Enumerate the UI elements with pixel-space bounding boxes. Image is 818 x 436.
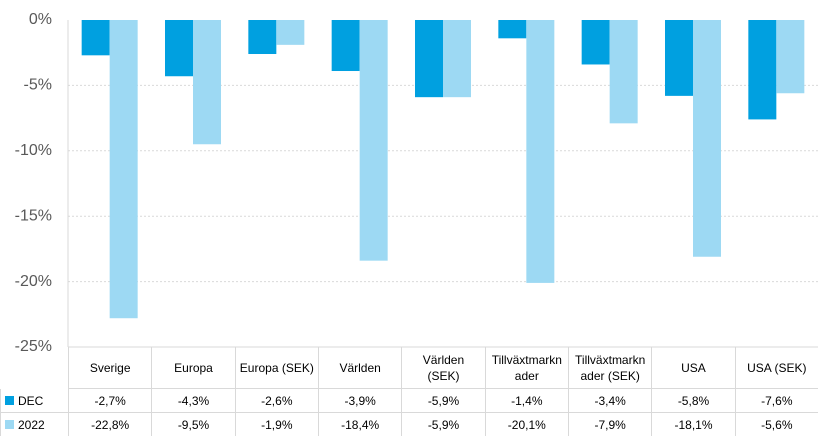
category-label: USA (SEK): [734, 347, 818, 389]
bar: [609, 20, 638, 124]
bar: [526, 20, 555, 283]
y-tick-label: -10%: [15, 142, 52, 159]
data-label: -7,6%: [734, 389, 818, 413]
data-label: -22,8%: [68, 413, 151, 436]
data-label: -4,3%: [151, 389, 235, 413]
category-label: Världen (SEK): [401, 347, 485, 389]
legend-entry: DEC: [0, 389, 68, 413]
legend-label: DEC: [18, 393, 44, 408]
category-label: Tillväxtmarknader: [484, 347, 568, 389]
data-label: -18,4%: [318, 413, 401, 436]
data-label: -3,9%: [318, 389, 402, 413]
data-label: -5,9%: [401, 413, 484, 436]
legend-label: 2022: [18, 417, 45, 432]
data-label: -18,1%: [651, 413, 734, 436]
y-tick-label: -5%: [24, 77, 52, 94]
data-label: -1,4%: [484, 389, 568, 413]
data-label: -9,5%: [151, 413, 234, 436]
bar: [443, 20, 471, 98]
bar: [498, 20, 527, 39]
bar: [276, 20, 305, 45]
category-label: USA: [651, 347, 735, 389]
category-label: Europa (SEK): [234, 347, 318, 389]
data-label: -5,9%: [401, 389, 485, 413]
category-label: Världen: [318, 347, 402, 389]
legend-swatch: [5, 396, 14, 405]
category-label: Europa: [151, 347, 235, 389]
data-label: -3,4%: [568, 389, 652, 413]
bar: [693, 20, 721, 257]
category-label: Tillväxtmarknader (SEK): [568, 347, 652, 389]
bar: [581, 20, 610, 65]
y-tick-label: -15%: [15, 207, 52, 224]
data-label: -5,8%: [651, 389, 735, 413]
y-tick-label: -25%: [15, 338, 52, 355]
category-label: Sverige: [68, 347, 152, 389]
y-tick-label: 0%: [29, 11, 52, 28]
data-label: -20,1%: [484, 413, 568, 436]
bar: [331, 20, 360, 72]
bar: [415, 20, 443, 98]
data-label: -5,6%: [734, 413, 818, 436]
legend-entry: 2022: [0, 413, 68, 436]
bar: [748, 20, 777, 120]
data-label: -2,7%: [68, 389, 152, 413]
bar: [81, 20, 110, 56]
bar: [109, 20, 138, 319]
legend-swatch: [5, 420, 14, 429]
data-label: -1,9%: [234, 413, 318, 436]
bar: [248, 20, 277, 55]
bar: [776, 20, 805, 94]
bar: [165, 20, 193, 77]
bar: [193, 20, 221, 145]
y-tick-label: -20%: [15, 273, 52, 290]
data-label: -2,6%: [234, 389, 318, 413]
bar: [359, 20, 388, 261]
data-label: -7,9%: [568, 413, 651, 436]
bar: [665, 20, 693, 96]
